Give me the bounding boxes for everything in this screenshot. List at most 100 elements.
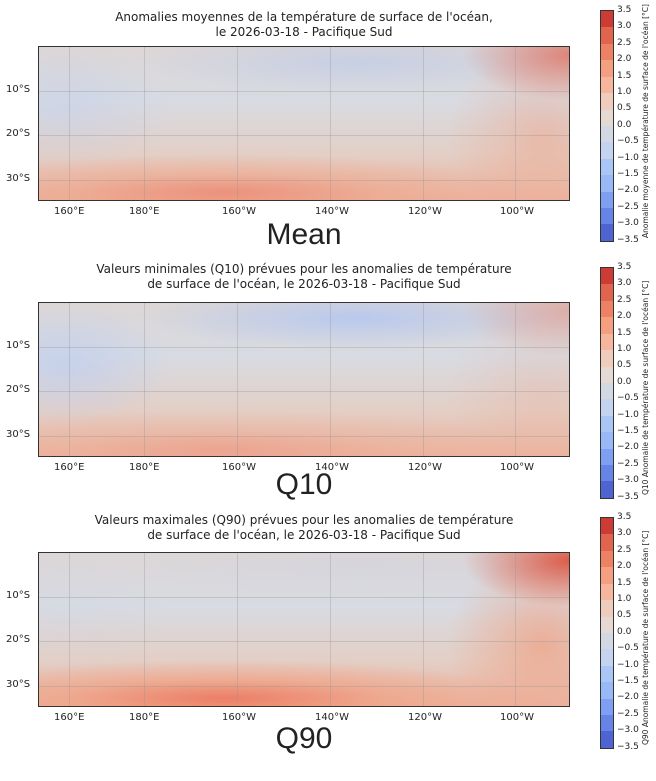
lon-tick: 180°E — [129, 206, 160, 217]
colorbar-tick: −2.5 — [617, 201, 639, 212]
colorbar-tick: −1.5 — [617, 169, 639, 179]
colorbar-label: Q10 Anomalie de température de surface d… — [641, 280, 650, 495]
colorbar-band — [601, 731, 613, 748]
title-line: de surface de l'océan, le 2026-03-18 - P… — [147, 277, 461, 291]
colorbar-tick: −0.5 — [617, 136, 639, 147]
gridline — [39, 436, 569, 437]
gridline — [237, 303, 238, 456]
gridline — [237, 553, 238, 706]
colorbar-band — [601, 76, 613, 94]
colorbar-band — [601, 300, 613, 318]
colorbar-band — [601, 382, 613, 400]
colorbar-band — [601, 432, 613, 449]
gridline — [330, 47, 331, 200]
panel-label: Q90 — [275, 722, 333, 755]
lon-tick: 100°W — [500, 206, 534, 217]
colorbar-tick: −3.0 — [617, 475, 639, 486]
gridline — [515, 303, 516, 456]
colorbar-tick: 2.0 — [617, 561, 632, 572]
lon-tick: 120°W — [408, 712, 442, 723]
panel-title: Valeurs minimales (Q10) prévues pour les… — [38, 262, 570, 292]
colorbar-band — [601, 27, 613, 44]
title-line: Anomalies moyennes de la température de … — [115, 10, 493, 24]
sst-anomaly-map — [38, 46, 570, 201]
colorbar-tick: −1.0 — [617, 152, 639, 163]
colorbar-tick: 2.5 — [617, 37, 632, 48]
colorbar-tick: 0.0 — [617, 119, 632, 130]
colorbar-tick: −2.0 — [617, 185, 639, 196]
colorbar-band — [601, 11, 613, 28]
colorbar-band — [601, 518, 613, 535]
colorbar-band — [601, 317, 613, 334]
lon-tick: 160°W — [222, 206, 256, 217]
colorbar-band — [601, 158, 613, 176]
colorbar-tick: 2.0 — [617, 54, 632, 65]
gridline — [39, 347, 569, 348]
colorbar-band — [601, 415, 613, 433]
lat-tick: 20°S — [6, 384, 31, 395]
colorbar-tick: −1.0 — [617, 409, 639, 420]
gridline — [69, 303, 70, 456]
colorbar-tick: −3.5 — [617, 491, 639, 502]
colorbar-tick: −2.0 — [617, 442, 639, 453]
colorbar-band — [601, 649, 613, 666]
colorbar-tick: −3.5 — [617, 234, 639, 245]
colorbar-tick: 3.5 — [617, 262, 632, 272]
lon-tick: 160°W — [222, 462, 256, 473]
colorbar-band — [601, 350, 613, 367]
colorbar-tick: −0.5 — [617, 393, 639, 404]
colorbar-tick: 1.5 — [617, 70, 632, 81]
lon-tick: 140°W — [315, 206, 349, 217]
colorbar-band — [601, 616, 613, 633]
lon-tick: 160°E — [54, 712, 85, 723]
lon-tick: 160°W — [222, 712, 256, 723]
colorbar-tick: −1.5 — [617, 426, 639, 436]
colorbar-band — [601, 550, 613, 568]
title-line: Valeurs minimales (Q10) prévues pour les… — [96, 262, 512, 276]
lat-tick: 30°S — [6, 173, 31, 184]
colorbar-band — [601, 682, 613, 699]
sst-anomaly-map — [38, 552, 570, 707]
gridline — [144, 303, 145, 456]
title-line: Valeurs maximales (Q90) prévues pour les… — [94, 513, 514, 527]
gridline — [39, 180, 569, 181]
colorbar-band — [601, 600, 613, 617]
lat-tick: 30°S — [6, 679, 31, 690]
colorbar-tick: 0.0 — [617, 626, 632, 637]
colorbar-tick: 1.5 — [617, 327, 632, 338]
gridline — [144, 47, 145, 200]
colorbar-band — [601, 481, 613, 498]
colorbar-band — [601, 93, 613, 110]
colorbar-band — [601, 142, 613, 159]
sst-anomaly-map — [38, 302, 570, 457]
lon-tick: 160°E — [54, 462, 85, 473]
lon-tick: 120°W — [408, 206, 442, 217]
gridline — [423, 553, 424, 706]
lat-tick: 30°S — [6, 429, 31, 440]
colorbar-tick: −0.5 — [617, 643, 639, 654]
colorbar-tick: −2.5 — [617, 458, 639, 469]
colorbar-band — [601, 567, 613, 584]
title-line: le 2026-03-18 - Pacifique Sud — [215, 25, 393, 39]
colorbar-tick: 1.0 — [617, 594, 632, 604]
lon-tick: 140°W — [315, 712, 349, 723]
colorbar-tick: 3.5 — [617, 512, 632, 522]
lon-tick: 120°W — [408, 462, 442, 473]
gridline — [330, 303, 331, 456]
panel-title: Valeurs maximales (Q90) prévues pour les… — [38, 513, 570, 543]
gridline — [39, 91, 569, 92]
colorbar-tick: 1.0 — [617, 344, 632, 354]
gridline — [39, 391, 569, 392]
colorbar — [600, 267, 614, 499]
title-line: de surface de l'océan, le 2026-03-18 - P… — [147, 528, 461, 542]
colorbar-tick: −3.0 — [617, 218, 639, 229]
gridline — [515, 47, 516, 200]
lat-tick: 10°S — [6, 84, 31, 95]
gridline — [423, 47, 424, 200]
colorbar-band — [601, 333, 613, 351]
lon-tick: 140°W — [315, 462, 349, 473]
panel-label: Q10 — [275, 468, 333, 501]
lon-tick: 100°W — [500, 462, 534, 473]
gridline — [330, 553, 331, 706]
lat-tick: 20°S — [6, 634, 31, 645]
